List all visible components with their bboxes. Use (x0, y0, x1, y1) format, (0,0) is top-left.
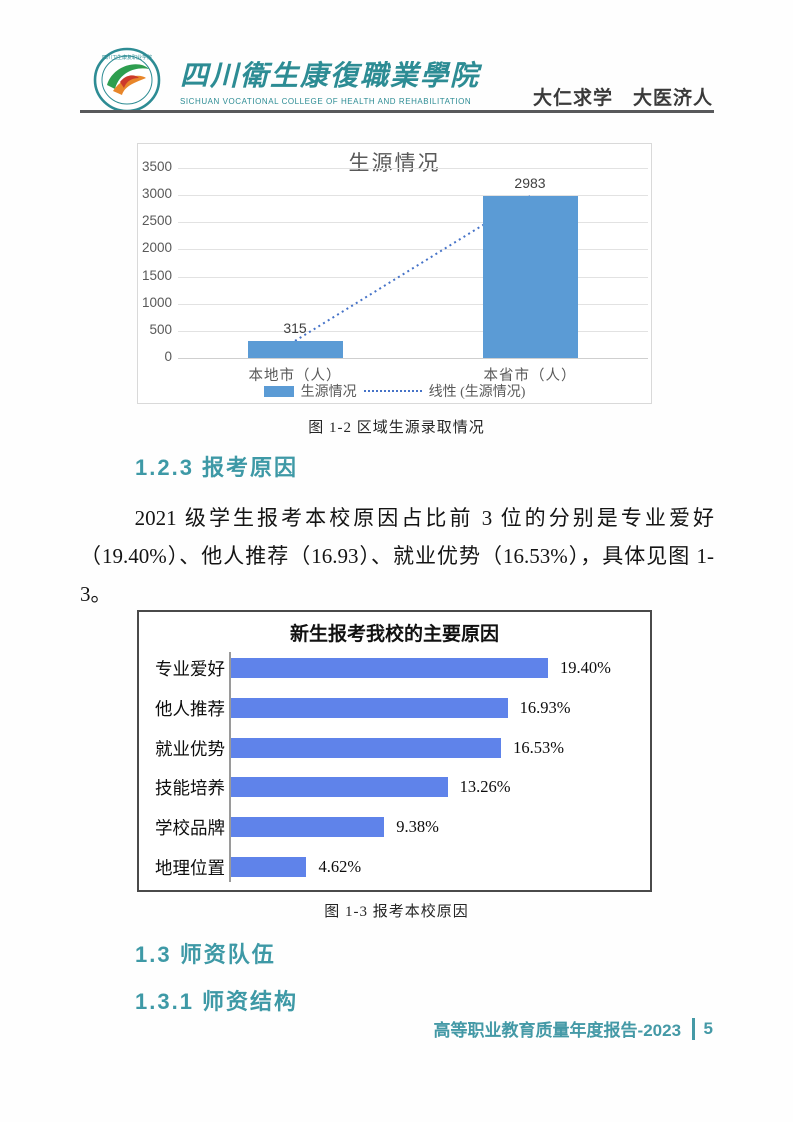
data-label-315: 315 (283, 319, 307, 336)
figure-application-reasons-chart: 新生报考我校的主要原因 专业爱好 19.40% 他人推荐 16.93% 就业优势 16.5… (137, 610, 652, 892)
category-label-他人推荐: 他人推荐 (155, 698, 225, 719)
heading-1-3: 1.3 师资队伍 (135, 942, 276, 967)
gridline-3000 (178, 195, 648, 197)
category-label-就业优势: 就业优势 (155, 738, 225, 759)
legend-swatch-series (263, 385, 294, 397)
gridline-500 (178, 330, 648, 332)
y-axis-tick-2000: 2000 (141, 240, 172, 256)
bar-他人推荐 (231, 697, 508, 718)
figure2-caption: 图 1-3 报考本校原因 (324, 904, 469, 920)
legend-label-trendline: 线性 (生源情况) (428, 385, 526, 400)
y-axis-tick-1500: 1500 (141, 267, 172, 283)
figure1-caption: 图 1-2 区域生源录取情况 (308, 420, 485, 436)
chart2-plot-area: 专业爱好 19.40% 他人推荐 16.93% 就业优势 16.53% 技能培养 13.26%… (139, 612, 650, 890)
x-axis-tick-本省市（人）: 本省市（人） (483, 368, 577, 384)
gridline-1500 (178, 276, 648, 278)
college-name-block: 四川衛生康復職業學院 SICHUAN VOCATIONAL COLLEGE OF… (180, 54, 600, 106)
bar-本省市（人） (482, 196, 578, 358)
data-label-16.53%: 16.53% (513, 737, 564, 757)
figure-enrollment-source-chart: 生源情况 0 500 1000 1500 2000 2500 3000 3500 315 本地市（… (137, 143, 652, 404)
chart1-legend: 生源情况 线性 (生源情况) (138, 381, 651, 401)
svg-text:四川卫生康复职业学院: 四川卫生康复职业学院 (102, 54, 152, 61)
footer-divider (692, 1017, 695, 1040)
y-axis-line (229, 652, 231, 882)
bar-学校品牌 (231, 817, 385, 838)
bar-就业优势 (231, 737, 502, 758)
data-label-4.62%: 4.62% (318, 857, 362, 876)
bar-地理位置 (231, 857, 307, 877)
y-axis-tick-1000: 1000 (141, 294, 172, 310)
chart2-title: 新生报考我校的主要原因 (289, 624, 499, 645)
category-label-技能培养: 技能培养 (155, 778, 225, 799)
header-rule (80, 110, 714, 113)
y-axis-tick-500: 500 (149, 321, 172, 337)
data-label-9.38%: 9.38% (396, 817, 439, 837)
heading-1-3-1: 1.3.1 师资结构 (135, 989, 299, 1014)
y-axis-tick-3000: 3000 (141, 186, 172, 202)
y-axis-tick-0: 0 (164, 349, 172, 364)
college-name-en: SICHUAN VOCATIONAL COLLEGE OF HEALTH AND… (180, 97, 472, 106)
heading-1-2-3: 1.2.3 报考原因 (135, 455, 299, 480)
chart1-title: 生源情况 (348, 151, 441, 175)
category-label-地理位置: 地理位置 (155, 858, 225, 878)
category-label-学校品牌: 学校品牌 (155, 818, 225, 839)
bar-专业爱好 (231, 658, 548, 678)
trendline-linear (294, 195, 531, 342)
gridline-3500 (178, 168, 648, 169)
page-footer: 高等职业教育质量年度报告-2023 5 (434, 1016, 713, 1041)
footer-page-number: 5 (703, 1018, 713, 1038)
bar-技能培养 (231, 777, 448, 798)
gridline-2500 (178, 222, 648, 224)
y-axis-tick-3500: 3500 (141, 159, 172, 174)
y-axis-tick-2500: 2500 (141, 213, 172, 229)
footer-report-title: 高等职业教育质量年度报告-2023 (433, 1021, 682, 1040)
x-axis-tick-本地市（人）: 本地市（人） (248, 368, 342, 384)
data-label-13.26%: 13.26% (459, 777, 511, 797)
legend-label-series: 生源情况 (300, 385, 357, 400)
data-label-19.40%: 19.40% (560, 658, 611, 677)
gridline-2000 (178, 249, 648, 251)
data-label-2983: 2983 (514, 175, 546, 192)
category-label-专业爱好: 专业爱好 (155, 659, 225, 679)
college-emblem-icon: 四川卫生康复职业学院 (93, 47, 161, 113)
legend-trendline-sample (363, 390, 422, 392)
body-paragraph: 2021 级学生报考本校原因占比前 3 位的分别是专业爱好（19.40%）、他人… (80, 506, 714, 606)
gridline-1000 (178, 303, 648, 305)
data-label-16.93%: 16.93% (519, 697, 571, 717)
chart1-plot-area: 0 500 1000 1500 2000 2500 3000 3500 315 本地市（人） 298… (138, 144, 651, 403)
gridline-0 (178, 358, 648, 359)
college-name-zh: 四川衛生康復職業學院 (180, 61, 481, 92)
college-motto: 大仁求学 大医济人 (532, 88, 713, 109)
bar-本地市（人） (247, 340, 343, 358)
